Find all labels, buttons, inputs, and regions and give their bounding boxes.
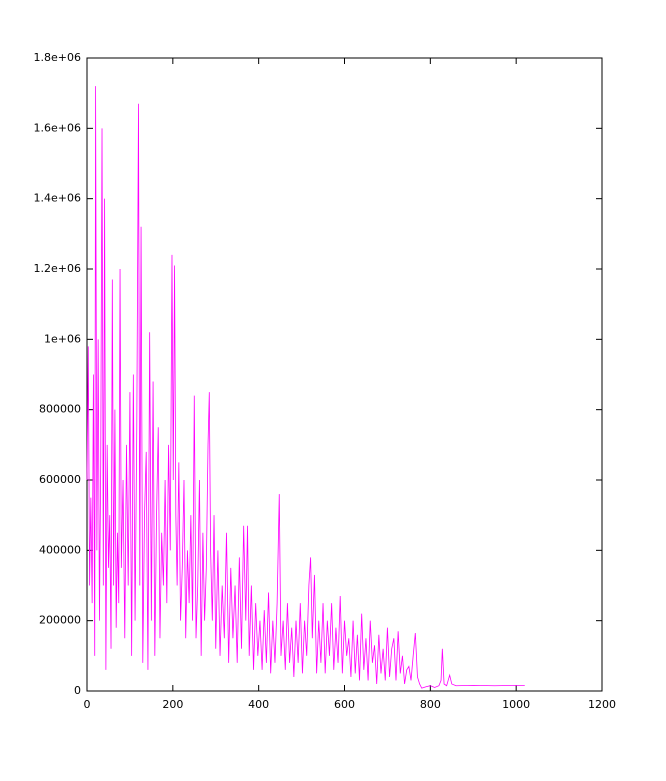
y-tick-label: 1e+06 (44, 332, 81, 345)
x-tick-label: 0 (84, 698, 91, 711)
y-tick-label: 1.8e+06 (34, 51, 81, 64)
plot-frame (86, 57, 603, 692)
y-tick-label: 1.2e+06 (34, 262, 81, 275)
x-tick-label: 1000 (502, 698, 530, 711)
y-tick-label: 600000 (39, 473, 81, 486)
y-tick-label: 0 (74, 684, 81, 697)
y-tick-label: 1.4e+06 (34, 192, 81, 205)
x-tick-label: 1200 (588, 698, 616, 711)
y-tick-label: 1.6e+06 (34, 121, 81, 134)
data-line (86, 86, 525, 689)
x-tick-label: 600 (334, 698, 355, 711)
x-tick-label: 200 (162, 698, 183, 711)
y-tick-label: 200000 (39, 614, 81, 627)
x-tick-label: 400 (248, 698, 269, 711)
y-tick-label: 800000 (39, 403, 81, 416)
x-tick-label: 800 (420, 698, 441, 711)
y-tick-label: 400000 (39, 543, 81, 556)
